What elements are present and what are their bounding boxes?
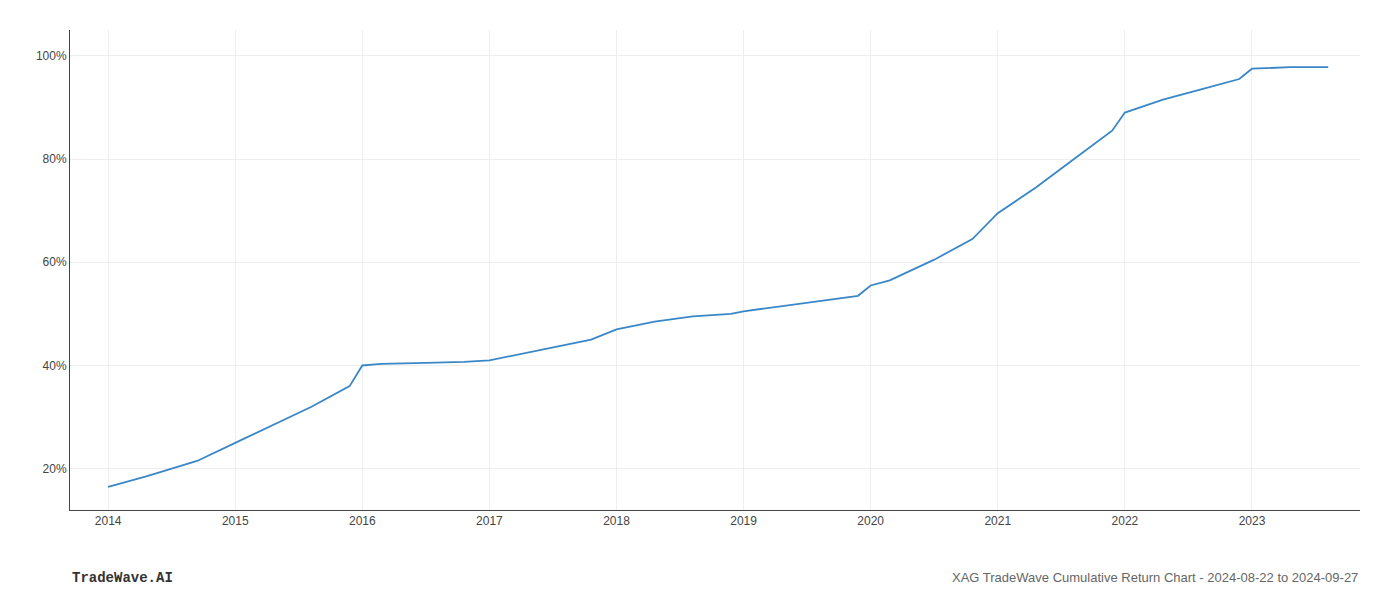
svg-text:2016: 2016: [349, 514, 376, 528]
svg-text:2019: 2019: [730, 514, 757, 528]
svg-text:TradeWave.AI: TradeWave.AI: [72, 570, 173, 586]
svg-text:2022: 2022: [1112, 514, 1139, 528]
svg-text:60%: 60%: [43, 255, 67, 269]
svg-text:2023: 2023: [1239, 514, 1266, 528]
svg-text:2017: 2017: [476, 514, 503, 528]
svg-text:2020: 2020: [857, 514, 884, 528]
svg-text:2015: 2015: [222, 514, 249, 528]
svg-text:80%: 80%: [43, 152, 67, 166]
svg-text:2018: 2018: [603, 514, 630, 528]
svg-text:XAG TradeWave Cumulative Retur: XAG TradeWave Cumulative Return Chart - …: [952, 570, 1358, 585]
svg-text:2021: 2021: [984, 514, 1011, 528]
svg-text:100%: 100%: [36, 49, 67, 63]
svg-text:40%: 40%: [43, 359, 67, 373]
svg-text:2014: 2014: [95, 514, 122, 528]
svg-text:20%: 20%: [43, 462, 67, 476]
